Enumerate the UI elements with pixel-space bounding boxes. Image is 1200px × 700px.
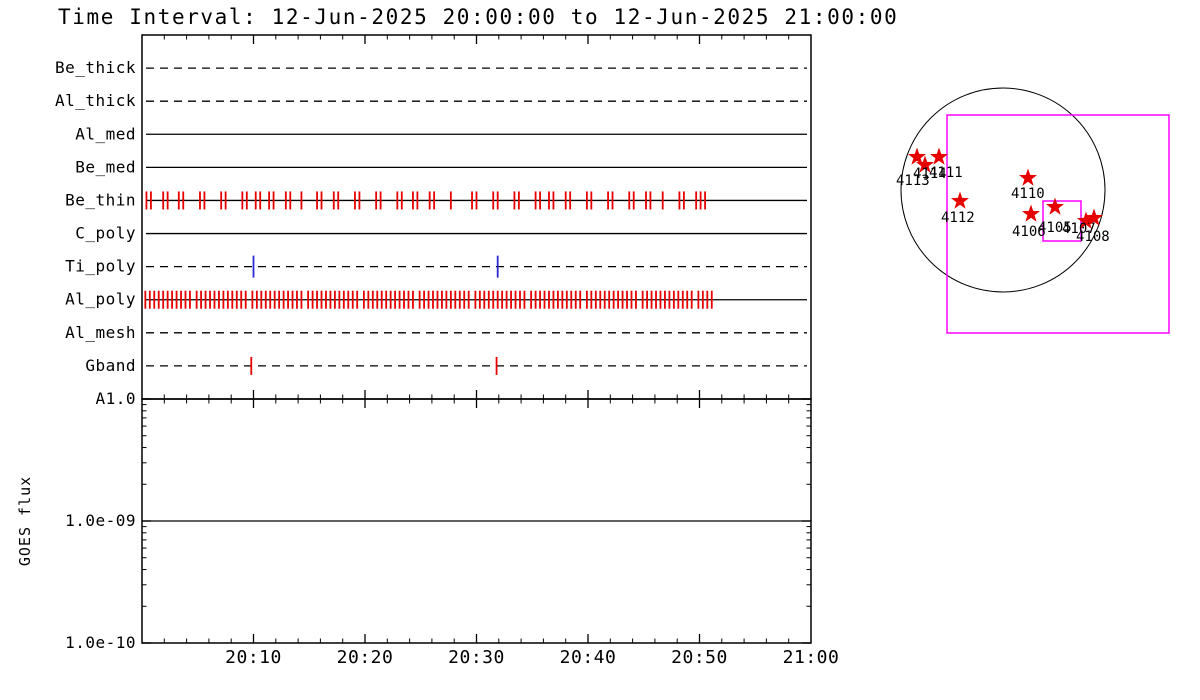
active-region-star-4105 [1046,197,1064,215]
filter-row-label-Al_mesh: Al_mesh [65,323,136,342]
active-region-star-4111 [930,147,948,165]
active-region-star-4108 [1085,208,1103,226]
active-region-label-4111: 4111 [929,165,963,181]
filter-row-label-Be_med: Be_med [75,157,136,176]
chart-title: Time Interval: 12-Jun-2025 20:00:00 to 1… [58,5,898,29]
active-region-label-4105: 4105 [1038,220,1072,236]
active-region-label-4110: 4110 [1011,186,1045,202]
active-region-label-4107: 4107 [1062,221,1096,237]
active-region-label-4113: 4113 [896,173,930,189]
active-region-star-4106 [1022,204,1040,222]
xrt-fov-rect [946,114,1170,334]
filter-row-label-Al_poly: Al_poly [65,290,136,309]
active-region-label-4108: 4108 [1076,229,1110,245]
goes-ytick-label: A1.0 [95,389,136,408]
active-region-label-4114: 4114 [913,166,947,182]
active-region-star-4114 [916,155,934,173]
filter-row-label-Ti_poly: Ti_poly [65,257,136,276]
x-tick-label: 20:20 [337,647,394,668]
x-tick-label: 21:00 [783,647,840,668]
active-region-star-4110 [1019,168,1037,186]
x-tick-label: 20:50 [671,647,728,668]
x-tick-label: 20:30 [448,647,505,668]
active-region-star-4107 [1077,211,1095,229]
x-tick-label: 20:40 [560,647,617,668]
filter-row-label-C_poly: C_poly [75,224,136,243]
active-region-star-4113 [908,147,926,165]
x-tick-label: 20:10 [225,647,282,668]
filter-row-label-Al_med: Al_med [75,124,136,143]
filter-row-label-Be_thin: Be_thin [65,190,136,209]
active-region-label-4112: 4112 [941,210,975,226]
active-region-label-4106: 4106 [1012,224,1046,240]
filter-row-label-Gband: Gband [85,356,136,375]
filter-panel-border [141,34,812,400]
filter-row-label-Al_thick: Al_thick [55,91,136,110]
filter-row-label-Be_thick: Be_thick [55,58,136,77]
active-region-star-4112 [951,191,969,209]
goes-ytick-label: 1.0e-09 [65,511,136,530]
goes-y-axis-title: GOES flux [16,476,34,566]
solar-disk-limb [900,87,1106,293]
goes-ytick-label: 1.0e-10 [65,633,136,652]
